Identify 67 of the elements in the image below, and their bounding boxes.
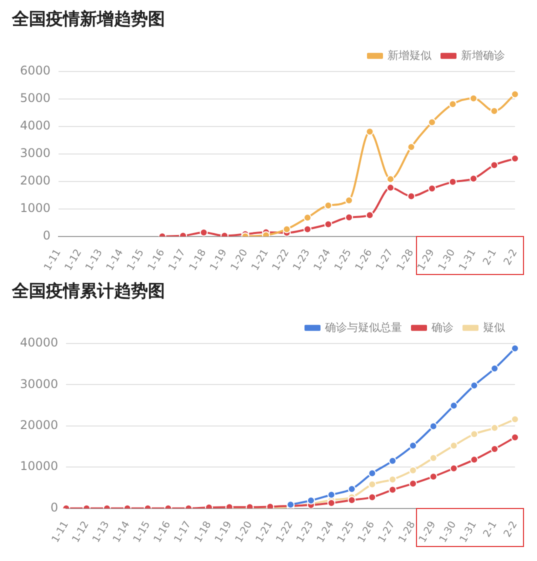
point — [324, 202, 332, 210]
x-tick-label: 2-1 — [481, 248, 500, 268]
point — [366, 128, 374, 136]
point — [470, 174, 478, 183]
point — [368, 469, 376, 478]
y-tick-label: 40000 — [20, 336, 58, 350]
point — [470, 430, 478, 438]
y-tick-label: 30000 — [20, 376, 58, 391]
point — [448, 100, 457, 108]
point — [448, 178, 457, 186]
legend-label: 确诊与疑似总量 — [324, 320, 402, 334]
y-tick-label: 0 — [42, 228, 51, 242]
legend-label: 新增确诊 — [461, 48, 505, 62]
point — [304, 225, 312, 234]
point — [450, 402, 458, 410]
y-tick-label: 10000 — [20, 459, 58, 474]
point — [470, 456, 478, 464]
chart-title: 全国疫情累计趋势图 — [11, 282, 165, 302]
point — [490, 364, 499, 373]
point — [450, 464, 458, 472]
point — [386, 175, 395, 184]
point — [348, 496, 356, 504]
point — [306, 496, 315, 505]
point — [511, 433, 519, 442]
point — [511, 415, 519, 424]
point — [511, 344, 519, 352]
y-tick-label: 20000 — [20, 418, 58, 432]
point — [470, 381, 478, 390]
point — [386, 184, 395, 192]
point — [345, 213, 354, 222]
point — [428, 118, 436, 126]
point — [490, 424, 499, 432]
point — [324, 220, 332, 228]
x-tick-label: 2-2 — [502, 520, 520, 540]
y-tick-label: 4000 — [20, 118, 51, 133]
point — [366, 211, 374, 220]
point — [450, 442, 458, 450]
point — [388, 456, 397, 465]
legend-label: 确诊 — [430, 320, 454, 334]
point — [408, 480, 417, 488]
point — [282, 225, 291, 234]
y-tick-label: 5000 — [20, 91, 51, 106]
legend-label: 新增疑似 — [388, 48, 432, 62]
point — [407, 143, 416, 151]
x-tick-label: 2-2 — [502, 248, 520, 268]
point — [511, 90, 519, 98]
y-tick-label: 1000 — [20, 200, 51, 215]
y-tick-label: 2000 — [20, 173, 51, 188]
point — [470, 94, 478, 102]
point — [490, 161, 498, 170]
point — [327, 490, 336, 499]
legend-label: 疑似 — [483, 320, 505, 334]
point — [368, 480, 376, 488]
chart-title: 全国疫情新增趋势图 — [11, 10, 165, 30]
x-tick-label: 2-1 — [482, 520, 500, 540]
y-tick-label: 0 — [50, 500, 58, 514]
point — [408, 442, 417, 450]
point — [407, 192, 416, 200]
point — [429, 422, 438, 430]
y-tick-label: 6000 — [20, 64, 51, 78]
y-tick-label: 3000 — [20, 146, 51, 160]
point — [408, 466, 417, 474]
point — [429, 472, 438, 481]
point — [327, 498, 336, 507]
point — [368, 493, 376, 502]
point — [304, 214, 312, 222]
point — [388, 486, 397, 494]
